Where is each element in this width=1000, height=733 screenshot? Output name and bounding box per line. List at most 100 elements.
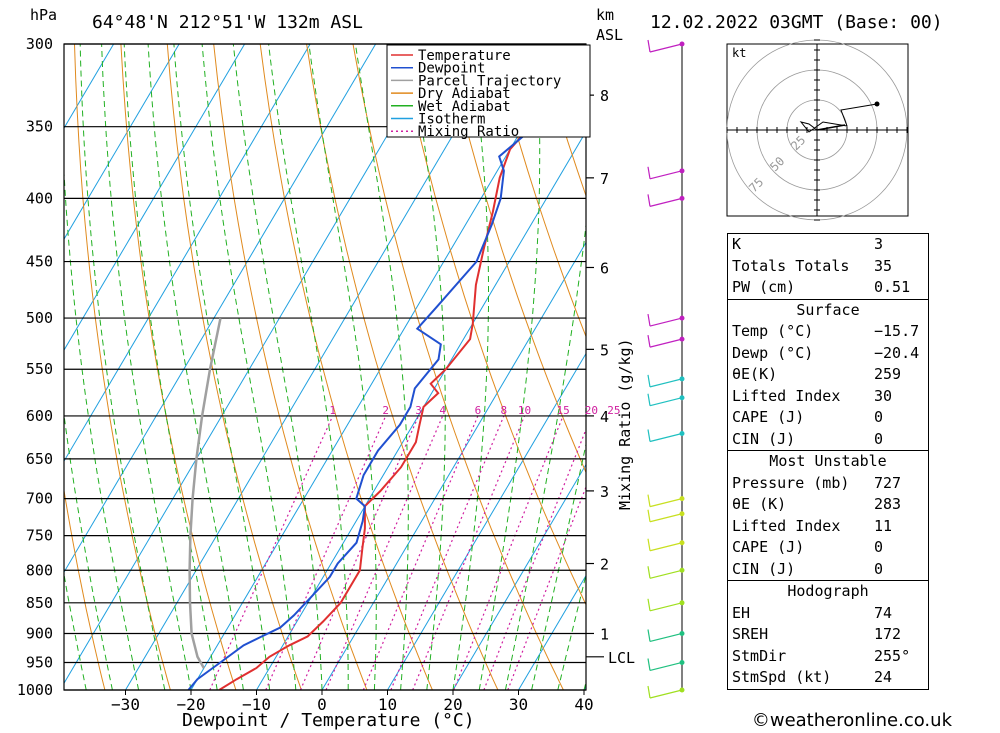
wet-adiabat-line [232, 44, 323, 690]
wet-adiabat-line [173, 44, 271, 690]
wind-barb-flag [647, 658, 651, 671]
x-tick-label: −10 [242, 695, 271, 714]
hodograph-unit-label: kt [732, 46, 746, 60]
hodograph-stat-label: EH [732, 603, 751, 622]
surface-label: Dewp (°C) [732, 343, 814, 362]
most-unstable-value: 0 [874, 538, 884, 556]
most-unstable-label: CIN (J) [732, 559, 796, 578]
mixing-ratio-label: 3 [415, 404, 422, 417]
surface-row: θE(K) 259 [728, 364, 928, 386]
wind-barb [649, 569, 683, 579]
wind-barb [649, 338, 683, 348]
mixing-ratio-line [325, 415, 444, 690]
km-axis: 1 2 3 4 5 6 7 8 LCL [586, 87, 635, 667]
surface-value: 30 [874, 386, 893, 405]
sounding-curves [187, 44, 580, 690]
wind-barb [649, 170, 683, 180]
hpa-label: hPa [30, 6, 57, 24]
series-parcel-trajectory [188, 317, 222, 669]
hodograph-trace [799, 103, 878, 133]
isobars [64, 43, 586, 691]
wind-barb-flag [647, 39, 651, 53]
isotherm-line [64, 44, 246, 352]
x-tick-label: 10 [378, 695, 397, 714]
wind-barb [649, 397, 683, 407]
surface-title: Surface [796, 300, 860, 319]
wind-barb-flag [647, 538, 651, 551]
wind-barb [649, 602, 683, 612]
lcl-label: LCL [608, 649, 635, 667]
wind-barb [649, 432, 683, 443]
mixing-ratio-label: 6 [475, 404, 482, 417]
hodograph-stat-row: EH 74 [728, 603, 928, 625]
isotherm-line [64, 44, 442, 685]
most-unstable-value: 0 [874, 559, 884, 578]
wet-adiabat-line [408, 44, 446, 690]
pressure-tick-label: 550 [26, 360, 53, 378]
x-tick-label: −20 [177, 695, 206, 714]
wind-barb [649, 197, 683, 207]
wet-adiabat-line [101, 44, 192, 690]
mixing-ratio-line [507, 485, 586, 690]
wind-barb-flag [647, 598, 651, 611]
most-unstable-row: Pressure (mb) 727 [728, 473, 928, 495]
isotherm-line [518, 574, 586, 690]
most-unstable-label: Pressure (mb) [732, 473, 850, 492]
pressure-tick-label: 450 [26, 253, 53, 271]
wind-barb-flag [647, 494, 651, 507]
x-axis-title: Dewpoint / Temperature (°C) [182, 710, 475, 731]
hodograph-stat-row: StmDir 255° [728, 646, 928, 668]
most-unstable-value: 283 [874, 495, 902, 513]
wind-barb [649, 661, 683, 672]
wind-barb [649, 632, 683, 643]
pressure-tick-label: 300 [26, 35, 53, 53]
plot-frame [63, 43, 587, 691]
x-tick-label: 40 [574, 695, 593, 714]
wind-barb-flag [647, 335, 651, 348]
most-unstable-row: Lifted Index 11 [728, 516, 928, 538]
surface-row: Lifted Index 30 [728, 386, 928, 408]
most-unstable-label: θE (K) [732, 495, 787, 513]
index-row: PW (cm) 0.51 [728, 277, 928, 299]
wind-barb-flag [647, 509, 651, 522]
km-tick-label: 1 [600, 625, 609, 643]
pressure-tick-label: 800 [26, 561, 53, 579]
most-unstable-row: θE (K) 283 [728, 494, 928, 516]
wind-barb [649, 498, 683, 508]
pressure-labels: 300 350 400 450 500 550 600 650 700 750 800 850 900 9… [17, 35, 53, 699]
wind-barb-flag [647, 629, 651, 642]
surface-label: CAPE (J) [732, 408, 805, 426]
surface-row: Temp (°C) −15.7 [728, 321, 928, 343]
dry-adiabat-line [352, 44, 564, 690]
legend-entry: Dewpoint [418, 61, 485, 77]
hodograph-stat-row: SREH 172 [728, 624, 928, 646]
wet-adiabat-line [64, 164, 140, 690]
legend-entry: Temperature [418, 48, 511, 64]
wind-barb [649, 43, 683, 53]
index-row: Totals Totals 35 [728, 256, 928, 278]
pressure-tick-label: 1000 [17, 681, 53, 699]
pressure-tick-label: 650 [26, 450, 53, 468]
surface-value: −15.7 [874, 322, 920, 340]
copyright-footer[interactable]: ©weatheronline.co.uk [751, 710, 952, 731]
hodograph-stat-value: 172 [874, 625, 902, 643]
isotherm-line [321, 241, 586, 690]
mixing-ratio-label: 1 [329, 404, 336, 417]
wind-profile [647, 39, 685, 699]
dry-adiabat-line [491, 44, 586, 338]
x-tick-label: 30 [509, 695, 528, 714]
pressure-tick-label: 850 [26, 594, 53, 612]
mixing-ratio-line [453, 415, 564, 690]
legend-box [386, 44, 591, 138]
surface-label: Temp (°C) [732, 322, 814, 340]
km-tick-label: 4 [600, 408, 609, 426]
surface-label: CIN (J) [732, 429, 796, 448]
hodograph-stat-row: StmSpd (kt) 24 [728, 667, 928, 689]
pressure-tick-label: 750 [26, 527, 53, 545]
wind-barb-flag [647, 566, 651, 579]
wet-adiabat-line [452, 44, 489, 690]
location-title: 64°48'N 212°51'W 132m ASL [92, 12, 363, 33]
x-tick-label: 0 [317, 695, 327, 714]
